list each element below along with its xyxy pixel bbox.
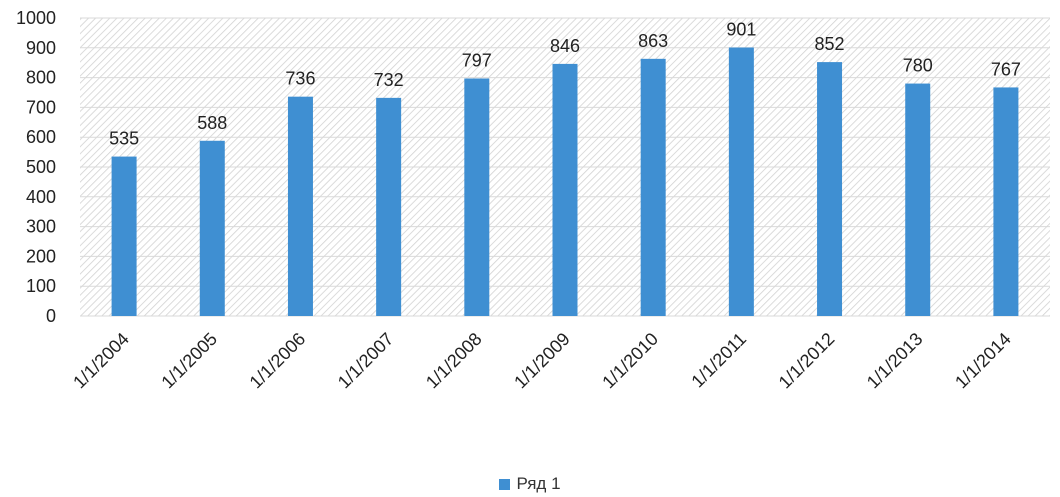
x-tick-label: 1/1/2006	[246, 329, 310, 393]
bar	[905, 83, 931, 316]
bar	[199, 140, 225, 316]
y-tick-label: 300	[26, 217, 56, 237]
data-labels: 535 588 736 732 797 846 863 901 852 780 767	[109, 20, 1021, 149]
bar	[993, 87, 1019, 317]
bar	[817, 62, 843, 316]
x-tick-label: 1/1/2010	[598, 329, 662, 393]
data-label: 863	[638, 31, 668, 51]
data-label: 852	[815, 34, 845, 54]
y-tick-label: 800	[26, 68, 56, 88]
x-tick-label: 1/1/2004	[69, 329, 133, 393]
bar	[287, 96, 313, 316]
bar	[464, 78, 490, 316]
x-tick-label: 1/1/2007	[334, 329, 398, 393]
bar	[376, 97, 402, 316]
data-label: 588	[197, 113, 227, 133]
legend: Ряд 1	[0, 474, 1060, 495]
data-label: 767	[991, 59, 1021, 79]
y-tick-label: 400	[26, 187, 56, 207]
data-label: 535	[109, 129, 139, 149]
legend-entry: Ряд 1	[499, 474, 561, 494]
data-label: 901	[726, 20, 756, 40]
data-label: 797	[462, 50, 492, 70]
y-tick-label: 0	[46, 306, 56, 326]
bar	[728, 47, 754, 316]
legend-swatch	[499, 478, 511, 490]
data-label: 780	[903, 56, 933, 76]
y-tick-label: 600	[26, 127, 56, 147]
data-label: 846	[550, 36, 580, 56]
y-tick-label: 1000	[16, 8, 56, 28]
x-tick-label: 1/1/2014	[951, 329, 1015, 393]
y-tick-label: 700	[26, 97, 56, 117]
x-tick-label: 1/1/2013	[863, 329, 927, 393]
y-tick-label: 900	[26, 38, 56, 58]
bar	[640, 58, 666, 317]
x-tick-label: 1/1/2012	[775, 329, 839, 393]
x-tick-label: 1/1/2008	[422, 329, 486, 393]
x-axis-tick-labels: 1/1/2004 1/1/2005 1/1/2006 1/1/2007 1/1/2008…	[69, 329, 1015, 393]
x-tick-label: 1/1/2011	[687, 329, 750, 392]
bar	[111, 156, 137, 316]
y-axis-tick-labels: 0 100 200 300 400 500 600 700 800 900 1000	[16, 8, 56, 326]
bars	[111, 47, 1019, 317]
y-tick-label: 200	[26, 246, 56, 266]
x-tick-label: 1/1/2005	[157, 329, 221, 393]
data-label: 732	[374, 70, 404, 90]
legend-label: Ряд 1	[516, 474, 561, 493]
y-tick-label: 100	[26, 276, 56, 296]
data-label: 736	[285, 69, 315, 89]
y-tick-label: 500	[26, 157, 56, 177]
x-tick-label: 1/1/2009	[510, 329, 574, 393]
bar	[552, 63, 578, 316]
